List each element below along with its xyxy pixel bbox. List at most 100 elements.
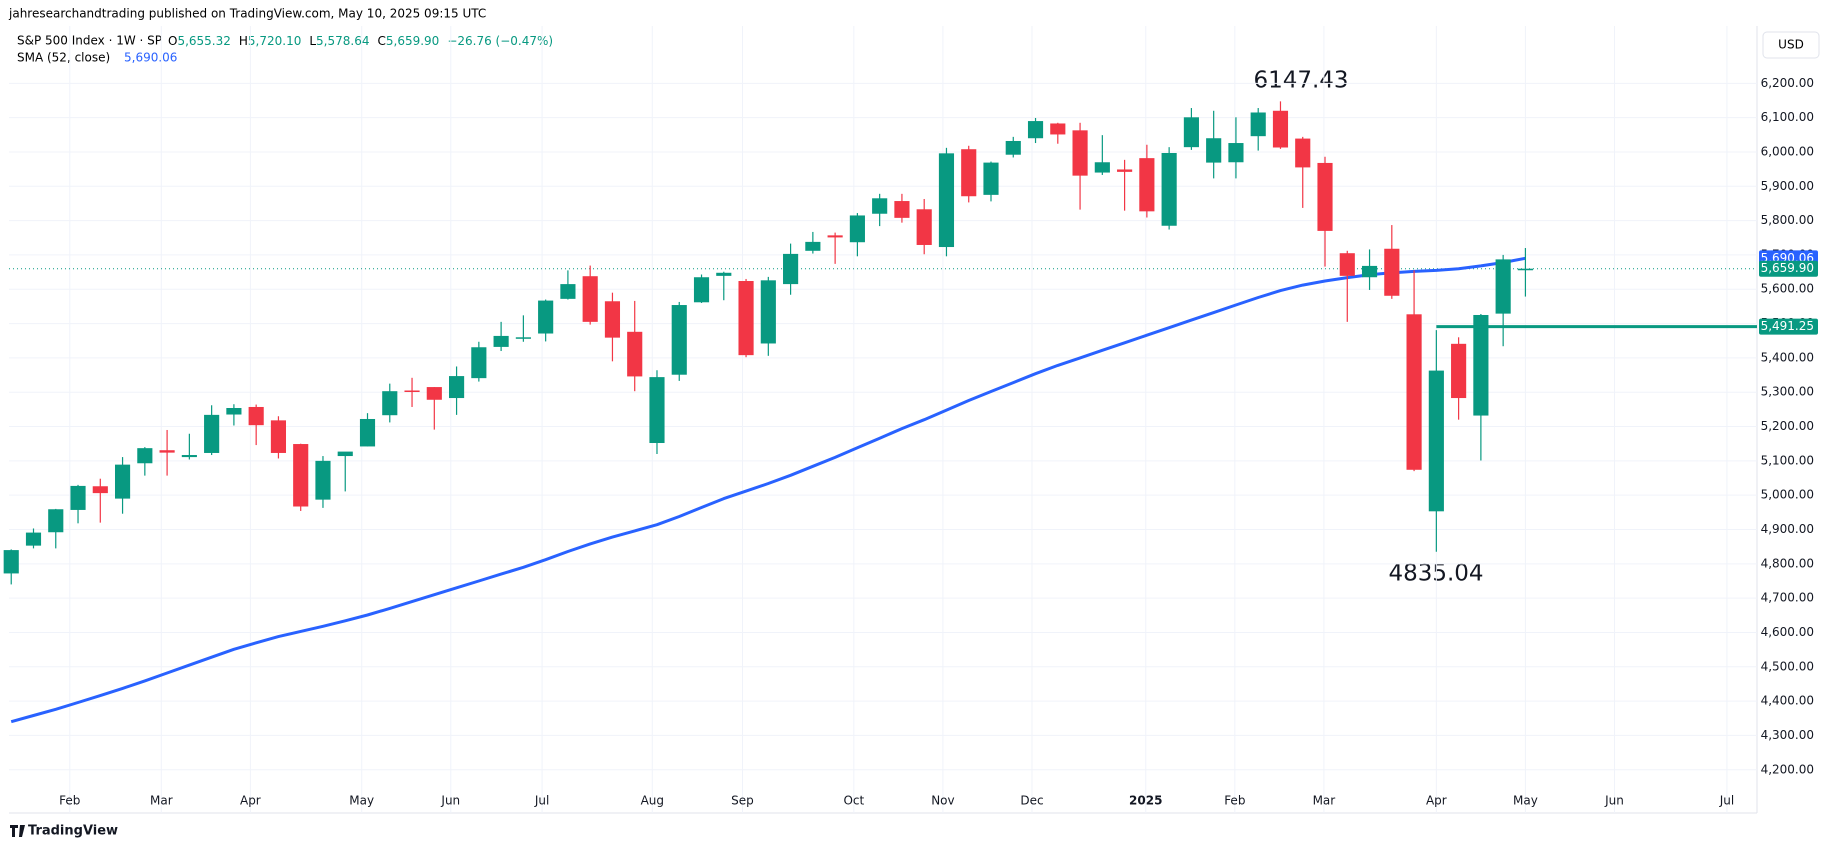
candle-body [359,418,376,447]
x-tick-label: May [1513,794,1538,808]
legend-ohlc-text: O5,655.32 H5,720.10 L5,578.64 C5,659.90 −26.… [168,34,553,48]
candle-body [649,377,665,444]
x-tick-label: 2025 [1129,794,1162,808]
candle-body [1339,253,1355,276]
x-tick-label: Nov [931,794,954,808]
x-tick-label: Oct [843,794,864,808]
x-tick-label: Aug [641,794,664,808]
candle-body [1517,268,1533,271]
candle-body [872,198,888,214]
candle-body [538,300,554,334]
y-tick-label: 4,200.00 [1761,762,1814,776]
candle-body [627,331,643,377]
price-label-box [1759,318,1818,335]
candle-body [382,391,398,416]
sma-line [10,256,1526,724]
ohlc-value: 5,578.64 [316,34,369,48]
x-tick-label: Mar [150,794,173,808]
candle-body [315,460,331,500]
candle-body [48,509,64,533]
candle-body [805,241,821,251]
candle-body [449,376,465,399]
currency-label: USD [1778,38,1804,52]
candle-body [471,347,487,379]
ohlc-key: L [309,34,316,48]
candle-body [1451,343,1467,399]
y-tick-label: 5,000.00 [1761,488,1814,502]
price-label-box [1759,260,1818,277]
candle-body [760,280,776,344]
candle-body [1272,110,1289,148]
y-tick-label: 4,800.00 [1761,556,1814,570]
candle-body [671,305,687,375]
candle-body [114,464,131,499]
footer-logo: TradingView [28,824,118,839]
y-tick-label: 5,400.00 [1761,350,1814,364]
candle-body [1094,162,1110,173]
candle-body [783,253,799,285]
x-tick-label: Jun [1604,794,1624,808]
candle-body [693,277,710,303]
candle-body [181,455,197,458]
candle-body [738,281,754,356]
candle-body [983,162,999,195]
candle-body [961,149,977,197]
ohlc-value: 5,659.90 [386,34,439,48]
candle-body [1384,248,1400,296]
candle-body [337,451,353,457]
y-tick-label: 4,400.00 [1761,694,1814,708]
candle-body [1250,112,1266,137]
legend-ohlc: O5,655.32 H5,720.10 L5,578.64 C5,659.90 −26.… [168,34,553,48]
price-label: 5,491.25 [1761,319,1814,333]
candle-body [1027,121,1044,139]
candle-body [560,284,576,299]
candle-body [604,301,621,338]
candle-body [426,387,442,400]
ohlc-key: O [168,34,177,48]
candle-body [1473,314,1489,416]
x-tick-label: May [349,794,374,808]
candle-body [1005,140,1021,155]
candle-body [1317,162,1333,231]
x-tick-label: Jun [440,794,460,808]
candle-body [515,337,531,339]
currency-button[interactable] [1762,31,1820,59]
y-tick-label: 5,100.00 [1761,453,1814,467]
y-tick-label: 6,100.00 [1761,110,1814,124]
candle-body [1228,143,1244,163]
ohlc-value: 5,720.10 [248,34,301,48]
y-tick-label: 4,900.00 [1761,522,1814,536]
x-tick-label: Sep [731,794,754,808]
candle-body [159,450,175,453]
y-tick-label: 4,700.00 [1761,591,1814,605]
candle-body [1428,370,1444,512]
candle-body [204,414,220,453]
legend-sma-name: SMA (52, close) [17,51,110,65]
y-tick-label: 4,300.00 [1761,728,1814,742]
candle-body [938,153,955,248]
candle-body [1183,117,1199,148]
candle-body [293,444,309,507]
ohlc-change: −26.76 (−0.47%) [447,34,553,48]
candle-body [1495,259,1511,314]
candle-body [582,276,598,322]
candle-body [1161,152,1177,226]
x-tick-label: Apr [240,794,261,808]
candle-body [1206,138,1222,163]
price-label: 5,659.90 [1761,261,1814,275]
y-tick-label: 4,600.00 [1761,625,1814,639]
y-tick-label: 6,200.00 [1761,76,1814,90]
candle-body [1406,314,1422,470]
candle-body [248,406,264,426]
y-tick-label: 5,300.00 [1761,385,1814,399]
y-tick-label: 4,500.00 [1761,659,1814,673]
annotation-high: 6147.43 [1253,68,1348,94]
publisher-header: jahresearchandtrading published on Tradi… [8,7,486,21]
x-tick-label: Dec [1020,794,1043,808]
candle-body [404,390,420,392]
ohlc-key: H [239,34,248,48]
candle-body [3,550,19,574]
candle-body [1117,169,1133,172]
y-tick-label: 5,200.00 [1761,419,1814,433]
